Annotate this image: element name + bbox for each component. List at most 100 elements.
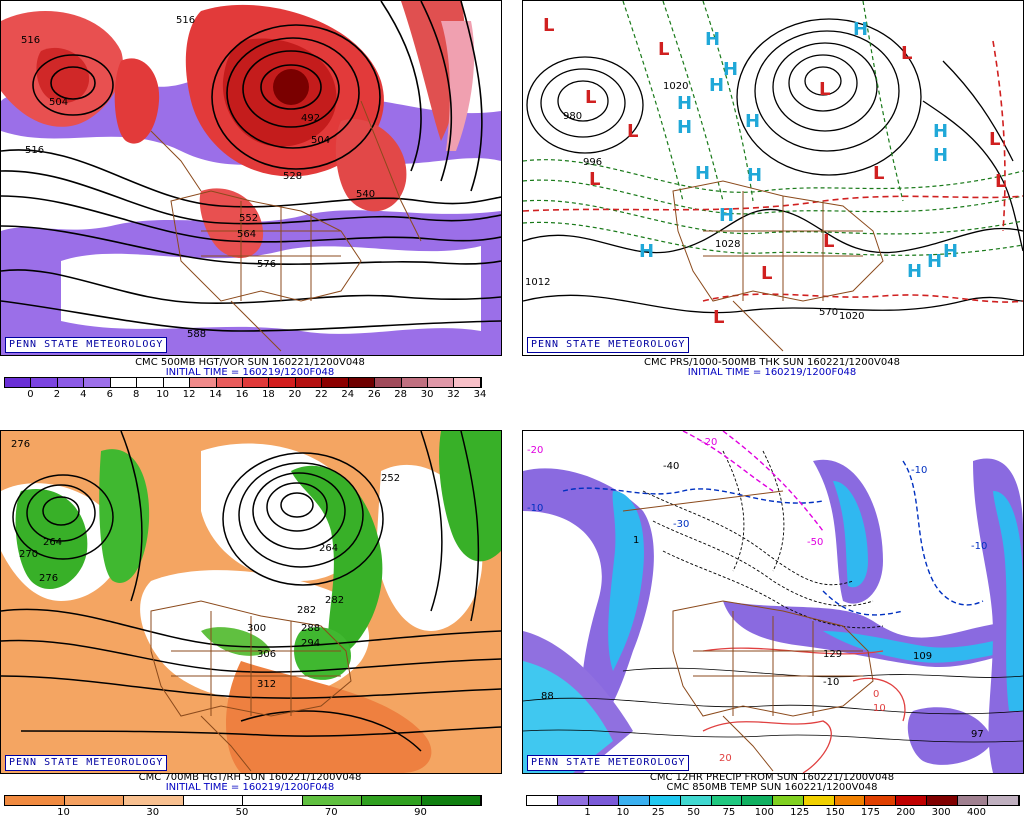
- contour-label: 1: [633, 535, 639, 546]
- svg-text:H: H: [933, 145, 948, 166]
- svg-text:H: H: [927, 251, 942, 272]
- panel-700mb-rh: 276 264 270 276 252 264 282 288 294 300 …: [0, 430, 502, 819]
- scale-tick-label: 0: [27, 389, 34, 400]
- scale-swatch: [896, 796, 927, 805]
- contour-label: 282: [325, 595, 344, 606]
- panel-500mb-vorticity: 516 516 504 492 504 516 528 540 552 564 …: [0, 0, 502, 400]
- scale-swatch: [163, 378, 191, 387]
- scale-tick-label: 14: [209, 389, 222, 400]
- precip-color-scale: [526, 795, 1020, 806]
- scale-swatch: [5, 378, 32, 387]
- scale-swatch: [834, 796, 866, 805]
- svg-text:H: H: [677, 93, 692, 114]
- contour-label: 570: [819, 307, 838, 318]
- svg-text:L: L: [873, 163, 884, 184]
- scale-swatch: [454, 378, 481, 387]
- map-700mb-rh: 276 264 270 276 252 264 282 288 294 300 …: [0, 430, 502, 774]
- contour-label: 270: [19, 549, 38, 560]
- contour-label: 294: [301, 638, 320, 649]
- scale-swatch: [84, 378, 111, 387]
- svg-text:L: L: [589, 169, 600, 190]
- contour-label: 516: [21, 35, 40, 46]
- svg-text:H: H: [677, 117, 692, 138]
- contour-label: 552: [239, 213, 258, 224]
- svg-text:L: L: [995, 171, 1006, 192]
- svg-text:H: H: [709, 75, 724, 96]
- svg-text:H: H: [745, 111, 760, 132]
- scale-swatch: [865, 796, 896, 805]
- scale-swatch: [31, 378, 58, 387]
- penn-state-badge: PENN STATE METEOROLOGY: [5, 337, 168, 353]
- contour-label: 10: [873, 703, 886, 714]
- contour-label: -20: [701, 437, 717, 448]
- contour-label: 276: [39, 573, 58, 584]
- map-precip-850mb-temp-graphic: -20 -10 -30 -40 -50 -10 -10 -20 -10 0 10…: [523, 431, 1023, 773]
- scale-swatch: [322, 378, 349, 387]
- scale-tick-label: 125: [790, 807, 810, 818]
- contour-label: 996: [583, 157, 602, 168]
- contour-label: 109: [913, 651, 932, 662]
- svg-text:H: H: [705, 29, 720, 50]
- scale-tick-label: 20: [288, 389, 302, 400]
- contour-label: 1020: [663, 81, 688, 92]
- scale-tick-label: 50: [687, 807, 700, 818]
- contour-label: 306: [257, 649, 276, 660]
- scale-swatch: [137, 378, 164, 387]
- contour-label: -10: [823, 677, 839, 688]
- svg-text:L: L: [823, 231, 834, 252]
- rh-color-scale: [4, 795, 482, 806]
- svg-text:L: L: [585, 87, 596, 108]
- svg-text:L: L: [627, 121, 638, 142]
- contour-label: 282: [297, 605, 316, 616]
- panel-initial-time: INITIAL TIME = 160219/1200F048: [687, 367, 857, 378]
- scale-tick-label: 30: [420, 389, 434, 400]
- map-precip-850mb-temp: -20 -10 -30 -40 -50 -10 -10 -20 -10 0 10…: [522, 430, 1024, 774]
- svg-text:H: H: [933, 121, 948, 142]
- svg-text:H: H: [695, 163, 710, 184]
- scale-swatch: [401, 378, 428, 387]
- rh-scale-ticks: 10 30 50 70 90: [4, 807, 480, 819]
- scale-swatch: [527, 796, 558, 805]
- penn-state-badge: PENN STATE METEOROLOGY: [527, 337, 690, 353]
- scale-tick-label: 10: [57, 807, 70, 818]
- scale-swatch: [302, 796, 362, 805]
- contour-label: 97: [971, 729, 984, 740]
- scale-tick-label: 2: [53, 389, 61, 400]
- scale-swatch: [557, 796, 589, 805]
- panel-surface-pressure: L L L L L L L L L L L L L H H H H H H: [522, 0, 1024, 400]
- high-pressure-markers: H H H H H H H H H H H H H H H H: [639, 19, 958, 282]
- scale-tick-label: 70: [324, 807, 338, 818]
- scale-swatch: [64, 796, 124, 805]
- scale-tick-label: 10: [616, 807, 630, 818]
- svg-text:H: H: [639, 241, 654, 262]
- scale-swatch: [680, 796, 712, 805]
- svg-text:L: L: [543, 15, 554, 36]
- contour-label: 564: [237, 229, 256, 240]
- contour-label: 300: [247, 623, 266, 634]
- contour-label: -20: [527, 445, 543, 456]
- svg-text:H: H: [853, 19, 868, 40]
- scale-tick-label: 22: [314, 389, 328, 400]
- scale-swatch: [216, 378, 243, 387]
- scale-swatch: [242, 378, 270, 387]
- panel-subtitle: CMC 850MB TEMP SUN 160221/1200V048: [666, 782, 878, 793]
- scale-swatch: [773, 796, 804, 805]
- scale-swatch: [295, 378, 323, 387]
- contour-label: 528: [283, 171, 302, 182]
- scale-tick-label: 10: [156, 389, 170, 400]
- contour-label: 288: [301, 623, 320, 634]
- scale-tick-label: 175: [860, 807, 880, 818]
- contour-label: -10: [971, 541, 987, 552]
- panel-title: CMC 700MB HGT/RH SUN 160221/1200V048: [138, 772, 362, 783]
- scale-swatch: [375, 378, 402, 387]
- contour-label: 504: [49, 97, 68, 108]
- contour-label: 1020: [839, 311, 864, 322]
- contour-label: -30: [673, 519, 689, 530]
- contour-label: 540: [356, 189, 375, 200]
- contour-label: 252: [381, 473, 400, 484]
- scale-tick-label: 100: [754, 807, 774, 818]
- panel-title: CMC 12HR PRECIP FROM SUN 160221/1200V048: [649, 772, 895, 783]
- contour-label: 264: [43, 537, 62, 548]
- contour-label: 88: [541, 691, 554, 702]
- contour-label: 264: [319, 543, 338, 554]
